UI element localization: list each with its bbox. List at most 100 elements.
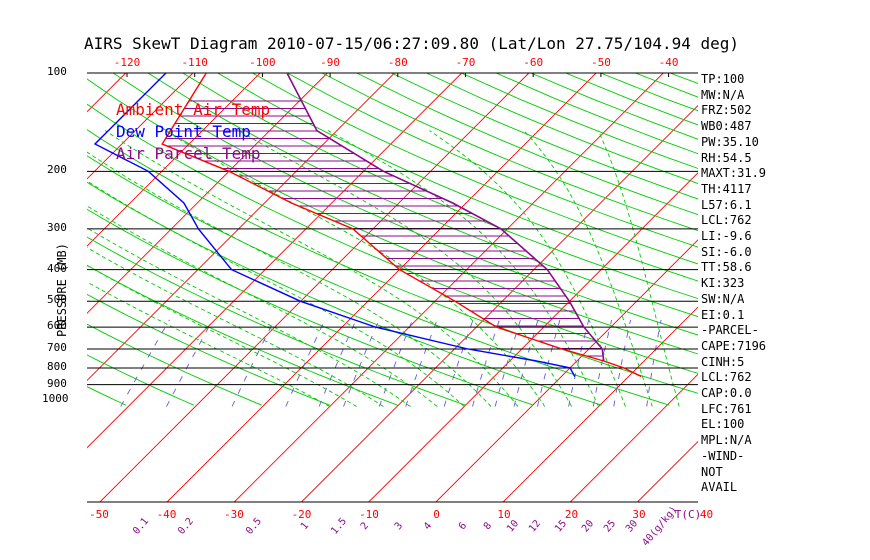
- stability-index-item: LFC:761: [701, 401, 752, 416]
- dry-adiabat: [87, 181, 602, 406]
- dry-adiabat: [356, 73, 698, 216]
- isotherm-line: [99, 73, 530, 502]
- mixing-ratio-label: 0.5: [244, 516, 264, 537]
- legend-dew-point-temp: Dew Point Temp: [116, 122, 251, 141]
- bottom-temp-label: -30: [224, 508, 244, 521]
- top-temp-label: -40: [659, 56, 679, 69]
- dry-adiabat: [252, 73, 698, 265]
- pressure-tick-label: 200: [47, 163, 67, 177]
- mixing-ratio-label: 2: [359, 521, 371, 533]
- top-temp-label: -90: [320, 56, 340, 69]
- top-temp-label: -70: [456, 56, 476, 69]
- pressure-tick-label: 400: [47, 261, 67, 275]
- top-temp-labels: -120 -110 -100 -90 -80 -70 -60 -50 -40: [114, 56, 679, 69]
- dry-adiabat: [809, 73, 870, 405]
- dry-adiabat: [112, 73, 698, 336]
- mixing-ratio-line: [472, 319, 500, 407]
- top-temp-label: -110: [181, 56, 208, 69]
- mixing-ratio-label: 1.5: [329, 516, 349, 537]
- mixing-ratio-label: 20: [580, 518, 596, 534]
- cape-hatching: [165, 100, 604, 357]
- dry-adiabat: [321, 73, 698, 232]
- top-temp-label: -60: [523, 56, 543, 69]
- mixing-ratio-line: [231, 319, 275, 407]
- bottom-temp-label: 30: [632, 508, 645, 521]
- mixing-ratio-line: [537, 319, 561, 407]
- stability-index-item: TP:100: [701, 72, 745, 86]
- bottom-temp-label: -40: [157, 508, 177, 521]
- stability-index-item: TH:4117: [701, 181, 752, 196]
- mixing-ratio-line: [378, 319, 413, 407]
- pressure-tick-label: 100: [47, 65, 67, 78]
- stability-index-item: AVAIL: [701, 480, 738, 495]
- isotherm-line: [301, 104, 698, 502]
- stability-index-item: KI:323: [701, 276, 745, 291]
- bottom-temp-label: -20: [292, 508, 312, 521]
- dry-adiabat: [87, 293, 330, 406]
- stability-index-item: L57:6.1: [701, 197, 752, 212]
- stability-index-item: CAPE:7196: [701, 338, 767, 353]
- isotherm-line: [87, 73, 463, 449]
- stability-index-item: EL:100: [701, 417, 745, 432]
- axis-ticks: [126, 73, 670, 77]
- profile-lines: [93, 73, 642, 378]
- dry-adiabat: [775, 73, 870, 405]
- pressure-tick-label: 300: [47, 220, 67, 234]
- top-temp-label: -50: [591, 56, 611, 69]
- bottom-temp-label: -50: [89, 508, 109, 521]
- stability-index-item: LCL:762: [701, 213, 752, 228]
- mixing-ratio-line: [343, 319, 380, 407]
- mixing-ratio-label: 25: [602, 518, 618, 534]
- dry-adiabat: [217, 73, 698, 282]
- bottom-temp-label: 40: [700, 508, 713, 521]
- dry-adiabat: [286, 73, 698, 248]
- mixing-ratio-label: 6: [457, 521, 469, 533]
- isotherm-line: [569, 373, 698, 502]
- stability-index-item: MAXT:31.9: [701, 166, 767, 181]
- dry-adiabat: [844, 73, 870, 405]
- dry-adiabat: [87, 103, 698, 374]
- mixing-ratio-line: [318, 319, 357, 407]
- bottom-temp-label: -10: [359, 508, 379, 521]
- pressure-tick-label: 900: [47, 376, 67, 390]
- isotherm-line: [87, 73, 261, 247]
- pressure-tick-label: 600: [47, 319, 67, 333]
- dry-adiabat: [0, 73, 58, 405]
- pressure-tick-label: 500: [47, 293, 67, 307]
- isotherm-line: [0, 73, 59, 502]
- pressure-tick-label: 1000: [42, 391, 69, 405]
- mixing-ratio-label: 8: [482, 521, 494, 533]
- bottom-temp-labels: -50 -40 -30 -20 -10 0 10 20 30 40T(C): [89, 508, 713, 521]
- stability-index-item: WB0:487: [701, 119, 752, 134]
- stability-index-item: CAP:0.0: [701, 386, 752, 400]
- mixing-ratio-label: 40(g/kg): [640, 504, 679, 548]
- mixing-ratio-line: [443, 319, 474, 407]
- pressure-tick-label: 700: [47, 341, 67, 354]
- x-axis-unit-label: T(C): [675, 508, 702, 521]
- isotherm-line: [368, 172, 698, 502]
- mixing-ratio-line: [494, 319, 521, 407]
- legend-ambient-air-temp: Ambient Air Temp: [116, 100, 271, 119]
- dry-adiabat: [87, 236, 466, 406]
- stability-index-item: SW:N/A: [701, 291, 745, 306]
- mixing-ratio-line: [120, 319, 170, 407]
- mixing-ratio-line: [405, 319, 438, 407]
- stability-index-item: LCL:762: [701, 370, 752, 385]
- ambient-air-temp-line: [161, 73, 642, 378]
- bottom-temp-label: 10: [497, 508, 510, 521]
- mixing-ratio-label: 3: [393, 521, 405, 533]
- isotherm-line: [87, 73, 194, 180]
- chart-title: AIRS SkewT Diagram 2010-07-15/06:27:09.8…: [84, 34, 740, 53]
- dry-adiabat: [87, 264, 398, 406]
- top-temp-label: -100: [249, 56, 276, 69]
- mixing-ratio-label: 0.2: [176, 516, 196, 537]
- top-temp-label: -80: [388, 56, 408, 69]
- mixing-ratio-label: 0.1: [131, 516, 151, 537]
- dry-adiabat: [740, 73, 870, 405]
- air-parcel-temp-line: [286, 73, 605, 362]
- dry-adiabat: [147, 73, 698, 318]
- stability-index-item: TT:58.6: [701, 260, 752, 275]
- isotherm-line: [166, 73, 597, 502]
- stability-index-item: PW:35.10: [701, 134, 759, 149]
